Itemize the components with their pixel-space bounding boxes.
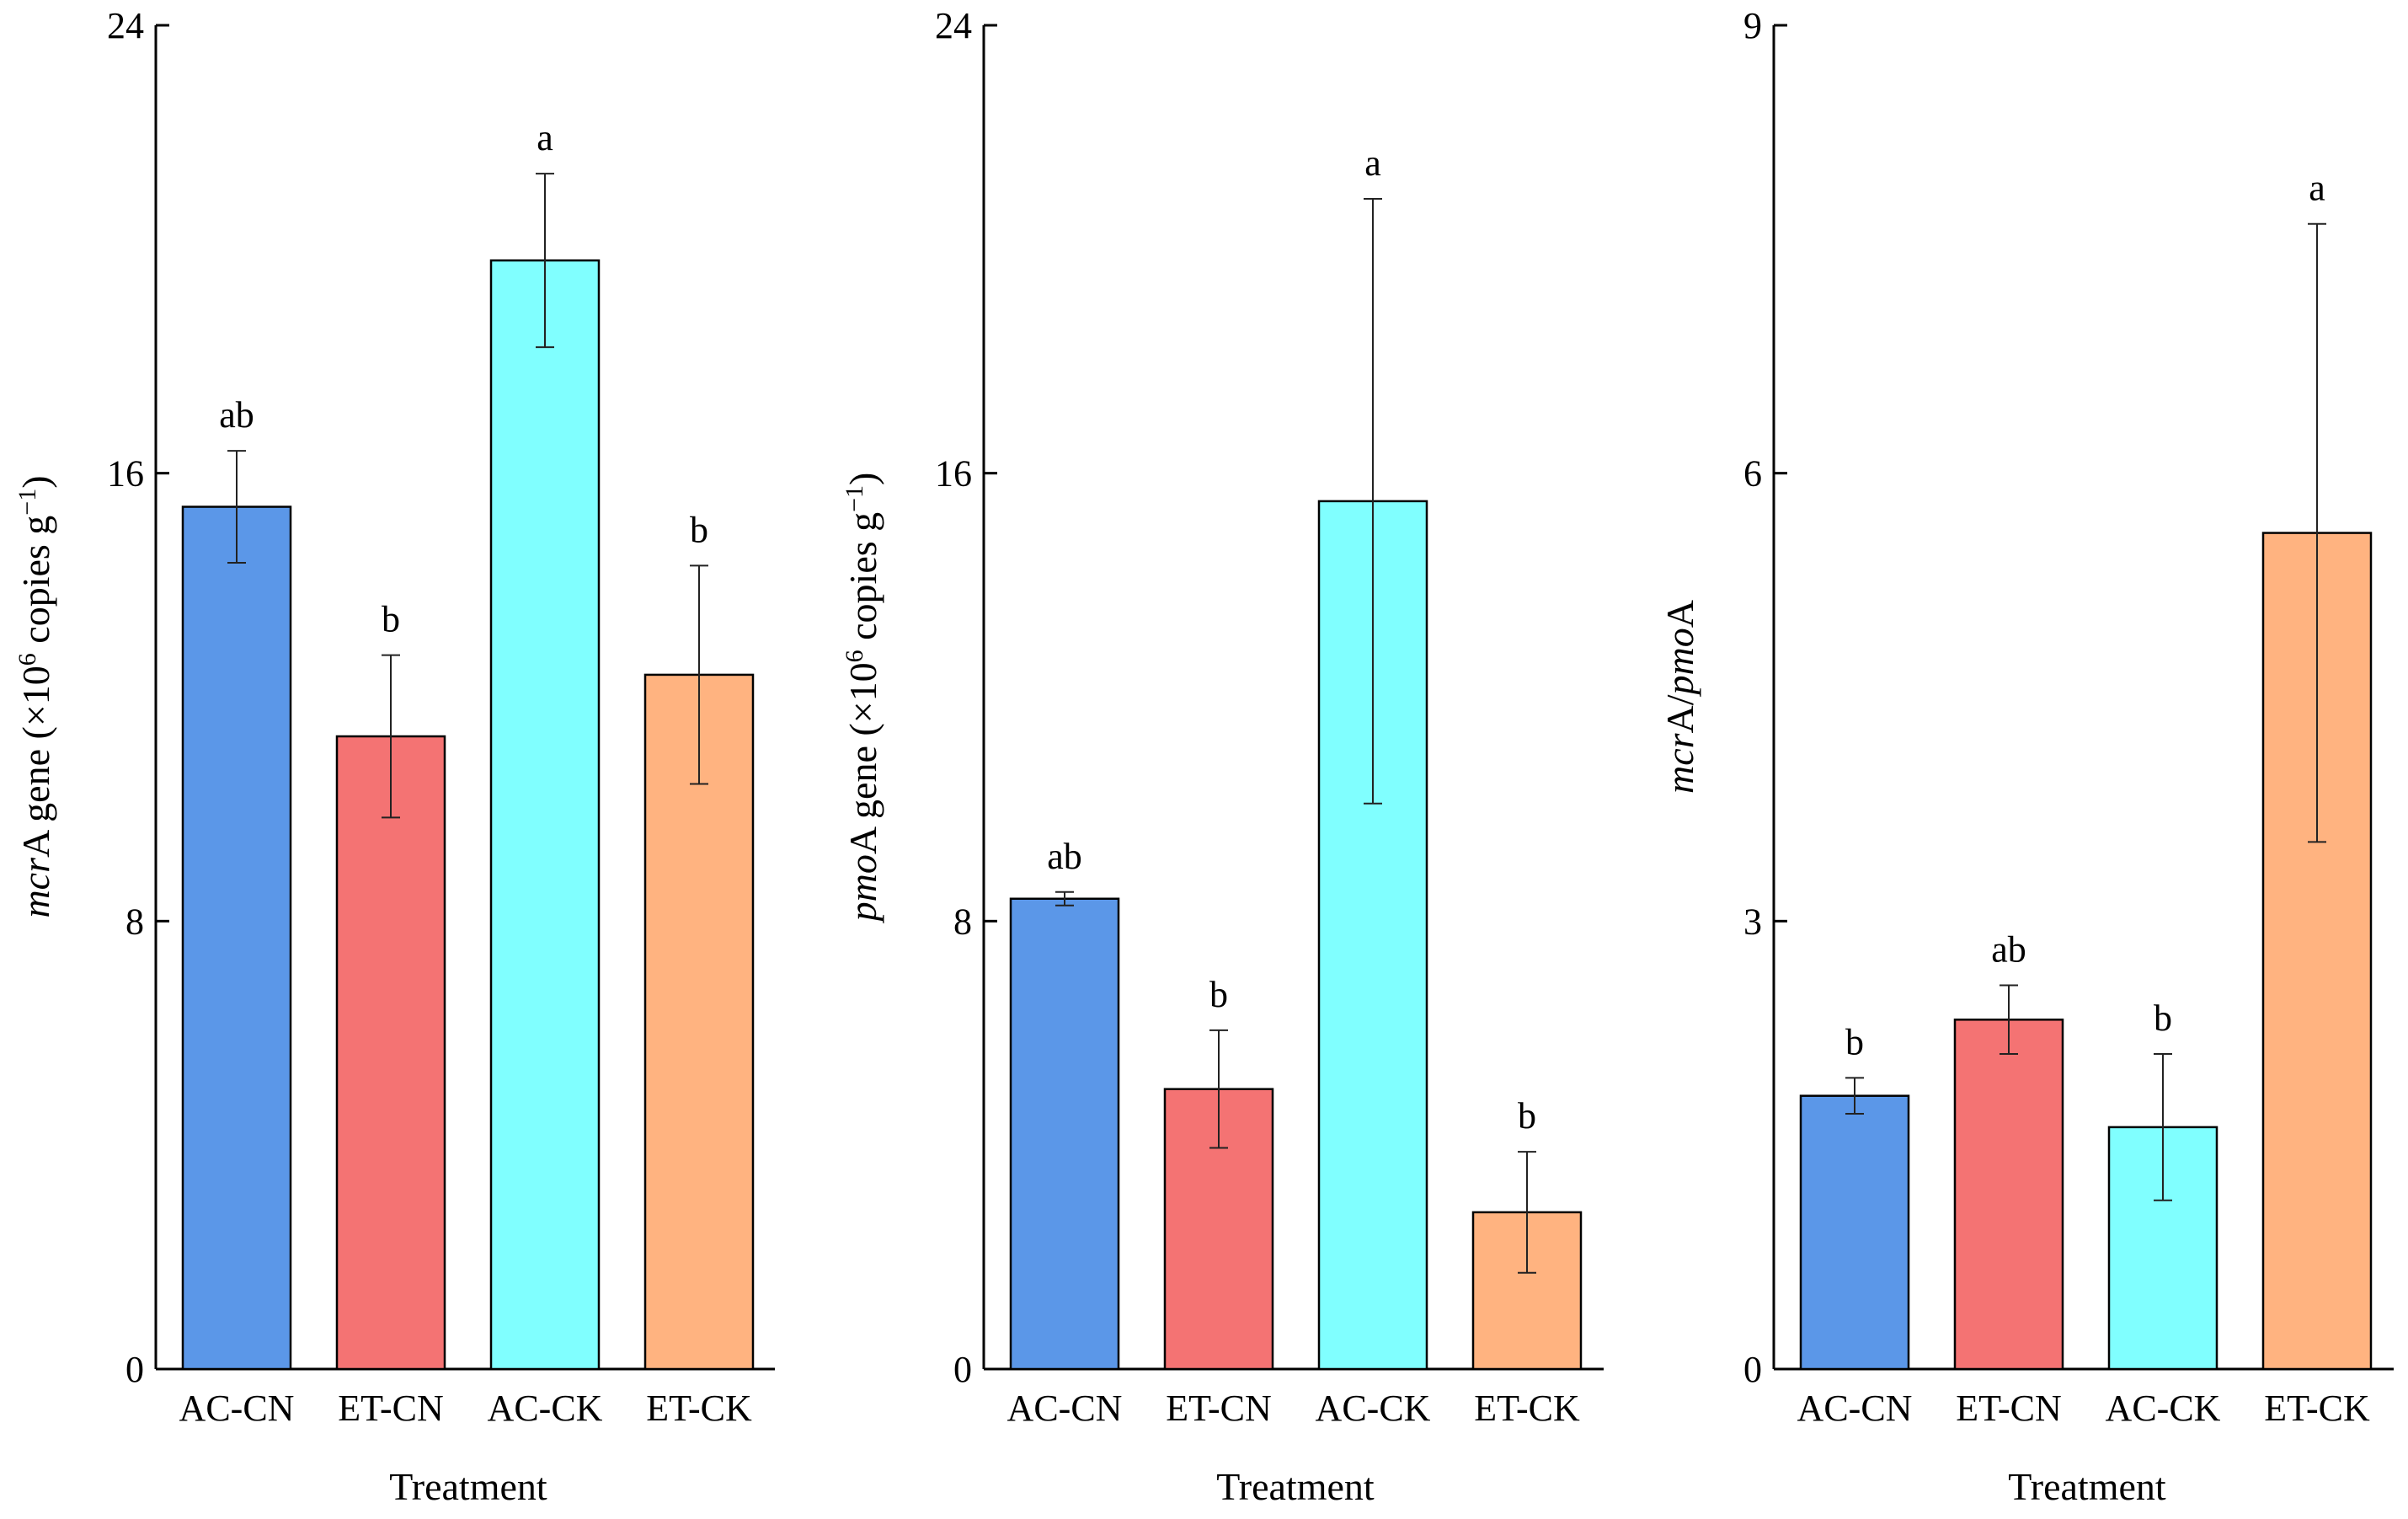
significance-label: b [1518, 1095, 1536, 1137]
y-ticks: 0 8 16 24 [107, 5, 169, 1390]
bar-et-cn [1953, 1019, 2064, 1371]
category-label: AC-CN [1007, 1388, 1123, 1429]
category-label: ET-CK [2264, 1388, 2370, 1429]
x-axis-title: Treatment [389, 1465, 547, 1508]
category-label: AC-CN [179, 1388, 295, 1429]
category-label: ET-CN [1956, 1388, 2062, 1429]
category-labels: AC-CN ET-CN AC-CK ET-CK [179, 1388, 752, 1429]
category-label: ET-CN [1166, 1388, 1272, 1429]
y-tick-label: 16 [935, 453, 972, 495]
y-tick-label: 0 [953, 1349, 972, 1390]
significance-label: b [690, 509, 708, 550]
bar-ac-cn [1009, 897, 1120, 1371]
y-tick-label: 24 [935, 5, 972, 46]
category-label: AC-CK [1316, 1388, 1431, 1429]
y-tick-label: 24 [107, 5, 144, 46]
significance-label: b [2154, 998, 2172, 1039]
y-tick-label: 8 [125, 901, 144, 942]
y-tick-label: 3 [1743, 901, 1762, 942]
bars: b ab b a [1799, 168, 2373, 1371]
significance-label: ab [1991, 929, 2026, 971]
y-ticks: 0 3 6 9 [1743, 5, 1787, 1390]
y-tick-label: 16 [107, 453, 144, 495]
category-label: ET-CN [338, 1388, 444, 1429]
significance-label: a [2309, 168, 2325, 209]
bar-et-ck [643, 673, 755, 1371]
y-tick-label: 6 [1743, 453, 1762, 495]
category-label: AC-CK [2106, 1388, 2221, 1429]
x-axis-title: Treatment [2008, 1465, 2166, 1508]
y-tick-label: 0 [1743, 1349, 1762, 1390]
significance-label: a [1364, 142, 1381, 184]
bar-ac-ck [489, 259, 601, 1371]
category-label: ET-CK [1474, 1388, 1580, 1429]
significance-label: b [1209, 974, 1228, 1015]
bar-et-cn [335, 735, 446, 1371]
category-label: AC-CN [1797, 1388, 1913, 1429]
x-axis-title: Treatment [1216, 1465, 1375, 1508]
y-tick-label: 0 [125, 1349, 144, 1390]
y-axis-title: mcrA gene (×106 copies g−1) [13, 475, 58, 917]
panel-ratio: 0 3 6 9 b ab b a AC-CN ET-CN AC-CK ET-CK Treatmen… [1658, 5, 2394, 1508]
significance-label: ab [219, 394, 254, 436]
y-ticks: 0 8 16 24 [935, 5, 997, 1390]
significance-label: b [1845, 1021, 1864, 1062]
y-tick-label: 8 [953, 901, 972, 942]
category-labels: AC-CN ET-CN AC-CK ET-CK [1007, 1388, 1580, 1429]
significance-label: a [537, 117, 553, 158]
bar-ac-cn [1799, 1094, 1910, 1371]
y-axis-title: pmoA gene (×106 copies g−1) [841, 473, 885, 924]
category-labels: AC-CN ET-CN AC-CK ET-CK [1797, 1388, 2370, 1429]
category-label: AC-CK [488, 1388, 603, 1429]
y-axis-title: mcrA/pmoA [1658, 600, 1701, 794]
significance-label: b [382, 599, 400, 640]
category-label: ET-CK [646, 1388, 752, 1429]
y-tick-label: 9 [1743, 5, 1762, 46]
bar-ac-cn [181, 505, 292, 1371]
significance-label: ab [1047, 836, 1082, 877]
